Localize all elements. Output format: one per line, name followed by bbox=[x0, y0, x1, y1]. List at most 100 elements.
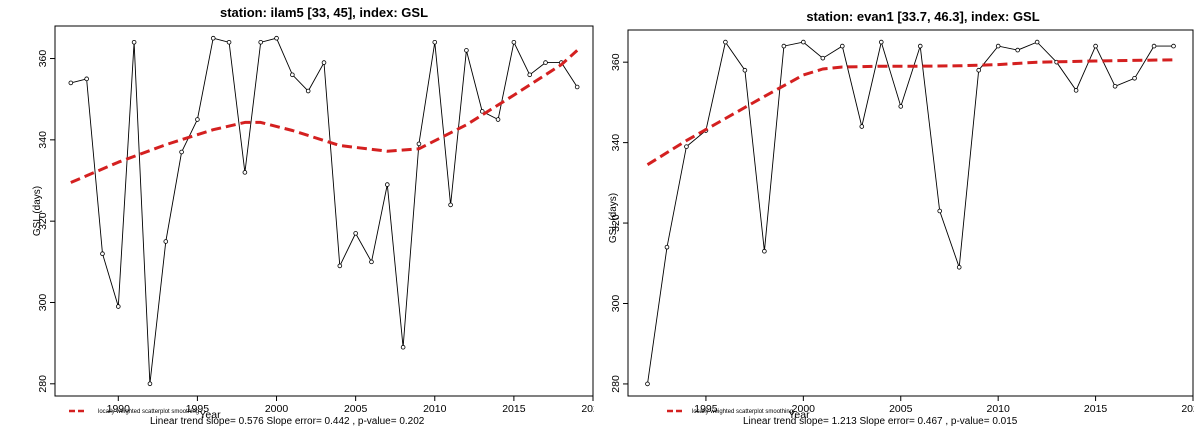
x-axis: 1995 2000 2005 2010 2015 2020 bbox=[694, 396, 1194, 415]
data-point bbox=[448, 202, 453, 208]
y-tick-label: 280 bbox=[610, 375, 622, 393]
data-point bbox=[100, 251, 105, 256]
data-point bbox=[163, 239, 169, 244]
x-axis-label: Year bbox=[788, 409, 810, 421]
data-point bbox=[495, 117, 501, 122]
data-point bbox=[242, 170, 248, 175]
data-point bbox=[258, 39, 264, 45]
x-tick-label: 2000 bbox=[265, 403, 289, 415]
chart-ilam5: station: ilam5 [33, 45], index: GSL 280 3… bbox=[32, 5, 594, 427]
chart-title: station: evan1 [33.7, 46.3], index: GSL bbox=[806, 9, 1039, 24]
data-point bbox=[820, 55, 826, 61]
y-tick-label: 300 bbox=[610, 295, 622, 313]
data-point bbox=[369, 259, 374, 265]
data-point bbox=[1132, 75, 1137, 81]
data-point bbox=[274, 35, 279, 41]
data-point bbox=[464, 48, 469, 53]
data-point bbox=[1015, 47, 1020, 53]
x-axis-label: Year bbox=[199, 409, 221, 421]
trend-stats: Linear trend slope= 0.576 Slope error= 0… bbox=[150, 416, 425, 427]
y-axis: 280 300 320 340 360 bbox=[610, 53, 628, 393]
x-tick-label: 2015 bbox=[1084, 403, 1108, 415]
observed-series-line bbox=[647, 40, 1174, 384]
y-tick-label: 340 bbox=[37, 131, 49, 149]
y-tick-label: 320 bbox=[37, 212, 49, 230]
data-point bbox=[878, 39, 884, 45]
data-point bbox=[84, 76, 89, 82]
data-point bbox=[321, 60, 327, 65]
data-point bbox=[1151, 43, 1157, 49]
data-point bbox=[723, 39, 728, 45]
x-tick-label: 2010 bbox=[423, 403, 447, 415]
data-point bbox=[859, 124, 865, 129]
y-tick-label: 360 bbox=[37, 50, 49, 68]
trend-stats: Linear trend slope= 1.213 Slope error= 0… bbox=[743, 416, 1018, 427]
plot-frame bbox=[54, 25, 594, 397]
data-point bbox=[115, 304, 121, 309]
data-point bbox=[131, 39, 137, 45]
data-point bbox=[290, 72, 295, 78]
data-point bbox=[527, 72, 533, 78]
x-tick-label: 1995 bbox=[694, 403, 718, 415]
chart-title: station: ilam5 [33, 45], index: GSL bbox=[220, 5, 428, 20]
y-tick-label: 340 bbox=[610, 134, 622, 152]
data-point bbox=[400, 344, 406, 350]
data-point bbox=[995, 43, 1001, 49]
data-point bbox=[337, 263, 343, 269]
data-point bbox=[1093, 43, 1098, 49]
data-point bbox=[353, 231, 358, 236]
data-point bbox=[384, 182, 390, 187]
data-point bbox=[956, 264, 962, 270]
data-point bbox=[1112, 84, 1118, 89]
y-axis-label: GSL (days) bbox=[32, 186, 43, 236]
data-point bbox=[684, 144, 689, 149]
x-tick-label: 2020 bbox=[581, 403, 594, 415]
x-axis: 1990 1995 2000 2005 2010 2015 2020 bbox=[107, 396, 594, 415]
data-point bbox=[664, 244, 670, 250]
data-point bbox=[574, 84, 580, 90]
data-point bbox=[762, 248, 767, 254]
x-tick-label: 1990 bbox=[107, 403, 131, 415]
smoothing-series-line bbox=[646, 58, 1174, 166]
y-tick-label: 280 bbox=[37, 375, 49, 393]
x-tick-label: 2015 bbox=[502, 403, 526, 415]
plot-frame bbox=[627, 29, 1194, 397]
data-point bbox=[68, 80, 74, 86]
x-tick-label: 2005 bbox=[344, 403, 368, 415]
data-point bbox=[432, 39, 438, 45]
legend-label: locally weighted scatterplot smoothing bbox=[98, 409, 199, 415]
x-tick-label: 2000 bbox=[792, 403, 816, 415]
smoothing-series-line bbox=[70, 49, 579, 184]
data-point bbox=[305, 88, 311, 94]
data-point bbox=[898, 104, 904, 109]
chart-evan1: station: evan1 [33.7, 46.3], index: GSL … bbox=[608, 9, 1194, 427]
data-point bbox=[210, 35, 216, 41]
y-axis-label: GSL (days) bbox=[608, 193, 619, 243]
data-point bbox=[179, 149, 184, 155]
data-point bbox=[543, 60, 548, 65]
data-point bbox=[840, 43, 845, 49]
data-point bbox=[976, 67, 981, 73]
data-point bbox=[917, 43, 923, 49]
data-point bbox=[416, 141, 422, 147]
data-point bbox=[742, 67, 748, 73]
data-point bbox=[645, 381, 650, 387]
x-tick-label: 1995 bbox=[186, 403, 210, 415]
data-point bbox=[781, 43, 787, 49]
data-point bbox=[147, 381, 153, 387]
y-axis: 280 300 320 340 360 bbox=[37, 50, 55, 393]
plot-area bbox=[627, 29, 1194, 397]
data-point bbox=[937, 208, 943, 214]
x-tick-label: 2010 bbox=[986, 403, 1010, 415]
data-point bbox=[1034, 39, 1040, 45]
x-tick-label: 2020 bbox=[1181, 403, 1194, 415]
data-point bbox=[226, 39, 232, 45]
data-point bbox=[801, 39, 806, 45]
observed-series-line bbox=[70, 37, 578, 384]
y-tick-label: 300 bbox=[37, 294, 49, 312]
x-tick-label: 2005 bbox=[889, 403, 913, 415]
plot-area bbox=[54, 25, 594, 397]
data-point bbox=[511, 39, 517, 45]
data-point bbox=[195, 117, 200, 122]
y-tick-label: 320 bbox=[610, 214, 622, 232]
